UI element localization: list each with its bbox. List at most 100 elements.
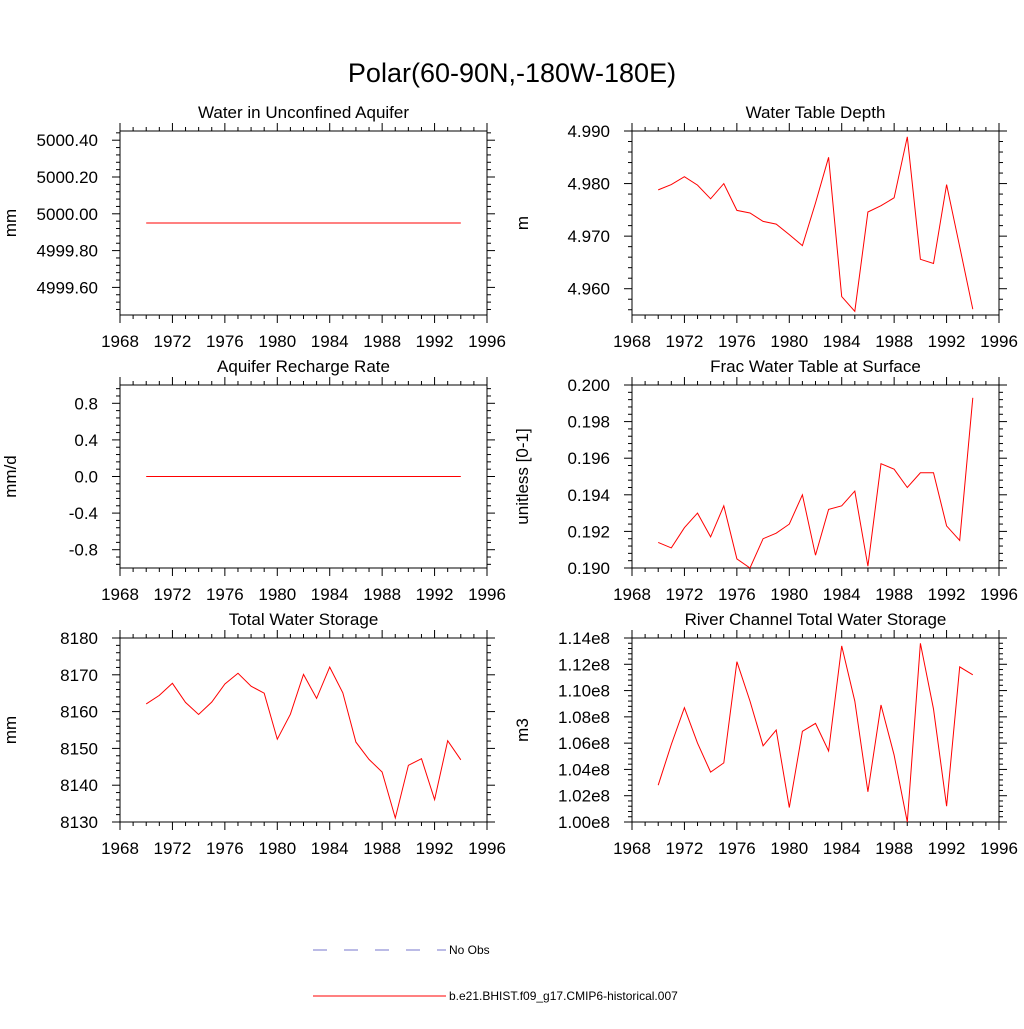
x-tick-label: 1980 <box>770 332 808 351</box>
x-tick-label: 1984 <box>311 332 349 351</box>
x-tick-label: 1980 <box>258 332 296 351</box>
x-tick-label: 1992 <box>416 839 454 858</box>
y-tick-label: 0.190 <box>567 559 610 578</box>
y-tick-label: 0.4 <box>74 431 98 450</box>
legend-model-label: b.e21.BHIST.f09_g17.CMIP6-historical.007 <box>449 989 678 1003</box>
x-tick-label: 1968 <box>613 332 651 351</box>
series-line <box>145 665 462 820</box>
y-tick-label: 4.970 <box>567 227 610 246</box>
y-axis-label: m <box>513 216 532 230</box>
x-tick-label: 1996 <box>468 839 506 858</box>
y-tick-label: 1.12e8 <box>558 655 610 674</box>
y-tick-label: 8180 <box>60 629 98 648</box>
y-tick-label: 0.192 <box>567 522 610 541</box>
y-tick-label: 0.200 <box>567 376 610 395</box>
plot-frame <box>631 384 1000 569</box>
x-tick-label: 1972 <box>666 839 704 858</box>
y-tick-label: 4999.60 <box>37 278 98 297</box>
y-tick-label: 1.06e8 <box>558 734 610 753</box>
x-tick-label: 1984 <box>311 585 349 604</box>
panel-4: Frac Water Table at Surface unitless [0-1… <box>513 357 1018 604</box>
y-tick-label: 1.10e8 <box>558 682 610 701</box>
x-tick-label: 1996 <box>468 585 506 604</box>
y-tick-label: 8130 <box>60 813 98 832</box>
plot-frame <box>631 637 1000 823</box>
y-tick-label: 8170 <box>60 666 98 685</box>
legend-no-obs-label: No Obs <box>449 943 490 957</box>
x-tick-label: 1972 <box>154 332 192 351</box>
y-tick-label: 0.8 <box>74 394 98 413</box>
plot-frame <box>631 130 1000 316</box>
y-tick-label: 1.08e8 <box>558 708 610 727</box>
y-axis-label: mm <box>1 716 20 744</box>
panel-5: Total Water Storage mm 1968 1972 1976 1980 198… <box>1 610 506 858</box>
series-line <box>657 643 974 823</box>
x-tick-label: 1976 <box>718 332 756 351</box>
x-tick-label: 1976 <box>206 585 244 604</box>
x-tick-label: 1996 <box>980 839 1018 858</box>
y-tick-label: 4.960 <box>567 280 610 299</box>
x-tick-label: 1980 <box>770 585 808 604</box>
panel-title: River Channel Total Water Storage <box>685 610 947 629</box>
x-tick-label: 1972 <box>666 585 704 604</box>
y-axis-label: mm <box>1 209 20 237</box>
panel-title: Frac Water Table at Surface <box>710 357 921 376</box>
x-tick-label: 1988 <box>363 585 401 604</box>
y-tick-label: -0.8 <box>69 541 98 560</box>
x-tick-label: 1996 <box>980 332 1018 351</box>
y-tick-label: 4999.80 <box>37 242 98 261</box>
y-tick-label: -0.4 <box>69 504 98 523</box>
x-tick-label: 1988 <box>875 585 913 604</box>
panel-title: Aquifer Recharge Rate <box>217 357 390 376</box>
x-tick-label: 1992 <box>928 332 966 351</box>
x-tick-label: 1992 <box>928 585 966 604</box>
x-tick-label: 1988 <box>875 839 913 858</box>
panel-1: Water in Unconfined Aquifer mm 1968 1972 197… <box>1 103 506 351</box>
legend: No Obs b.e21.BHIST.f09_g17.CMIP6-historic… <box>313 943 678 1003</box>
y-tick-label: 1.02e8 <box>558 787 610 806</box>
y-tick-label: 0.194 <box>567 486 610 505</box>
x-tick-label: 1968 <box>613 839 651 858</box>
x-tick-label: 1992 <box>416 585 454 604</box>
panels: Water in Unconfined Aquifer mm 1968 1972 197… <box>1 103 1018 858</box>
y-tick-label: 4.980 <box>567 175 610 194</box>
y-tick-label: 1.04e8 <box>558 760 610 779</box>
x-tick-label: 1996 <box>468 332 506 351</box>
y-tick-label: 8140 <box>60 776 98 795</box>
y-tick-label: 4.990 <box>567 122 610 141</box>
panel-title: Water in Unconfined Aquifer <box>198 103 409 122</box>
panel-3: Aquifer Recharge Rate mm/d 1968 1972 1976 198… <box>1 357 506 604</box>
x-tick-label: 1984 <box>311 839 349 858</box>
x-tick-label: 1968 <box>101 839 139 858</box>
x-tick-label: 1972 <box>154 585 192 604</box>
x-tick-label: 1992 <box>416 332 454 351</box>
y-tick-label: 0.0 <box>74 468 98 487</box>
y-axis-label: unitless [0-1] <box>513 428 532 524</box>
x-tick-label: 1980 <box>770 839 808 858</box>
x-tick-label: 1972 <box>666 332 704 351</box>
x-tick-label: 1968 <box>101 585 139 604</box>
y-tick-label: 5000.40 <box>37 131 98 150</box>
y-tick-label: 1.14e8 <box>558 629 610 648</box>
x-tick-label: 1980 <box>258 585 296 604</box>
x-tick-label: 1992 <box>928 839 966 858</box>
figure-title: Polar(60-90N,-180W-180E) <box>348 58 676 88</box>
panel-title: Total Water Storage <box>229 610 379 629</box>
x-tick-label: 1972 <box>154 839 192 858</box>
x-tick-label: 1968 <box>613 585 651 604</box>
y-axis-label: mm/d <box>1 455 20 498</box>
series-line <box>658 397 974 569</box>
x-tick-label: 1988 <box>363 839 401 858</box>
x-tick-label: 1996 <box>980 585 1018 604</box>
y-tick-label: 0.196 <box>567 449 610 468</box>
y-tick-label: 8150 <box>60 739 98 758</box>
y-tick-label: 8160 <box>60 703 98 722</box>
y-tick-label: 0.198 <box>567 413 610 432</box>
x-tick-label: 1988 <box>875 332 913 351</box>
y-tick-label: 1.00e8 <box>558 813 610 832</box>
x-tick-label: 1984 <box>823 839 861 858</box>
x-tick-label: 1984 <box>823 585 861 604</box>
